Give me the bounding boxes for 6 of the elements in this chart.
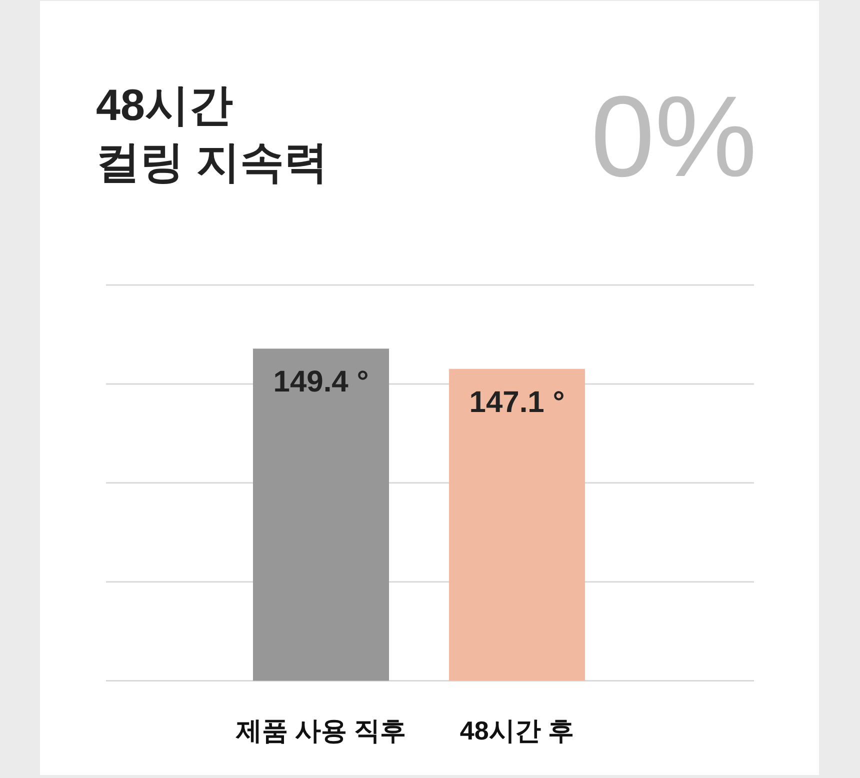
x-tick-label: 제품 사용 직후 bbox=[234, 716, 406, 746]
data-label: 147.1 ° bbox=[469, 386, 565, 419]
text: 0% bbox=[590, 73, 757, 201]
chart-title: 48시간 컬링 지속력 bbox=[96, 80, 328, 189]
data-label: 149.4 ° bbox=[273, 366, 369, 399]
x-tick-label: 48시간 후 bbox=[460, 716, 574, 746]
